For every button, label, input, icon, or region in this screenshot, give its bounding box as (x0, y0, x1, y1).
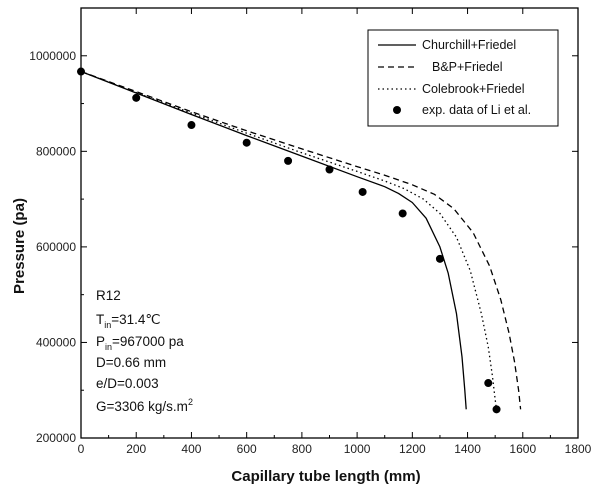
y-tick-label: 1000000 (29, 49, 76, 63)
annot-flux: G=3306 kg/s.m2 (96, 397, 193, 414)
y-tick-label: 400000 (36, 335, 76, 349)
annot-tin-main: T (96, 312, 104, 327)
series-layer (77, 67, 522, 414)
x-axis-title: Capillary tube length (mm) (231, 468, 420, 485)
x-tick-label: 1400 (454, 442, 481, 456)
annot-diameter: D=0.66 mm (96, 355, 166, 370)
legend-label-churchill: Churchill+Friedel (422, 38, 516, 52)
y-tick-label: 800000 (36, 144, 76, 158)
data-point-exp (77, 67, 85, 76)
annot-tin: Tin=31.4℃ (96, 312, 161, 330)
legend: Churchill+Friedel B&P+Friedel Colebrook+… (367, 29, 559, 127)
data-point-exp (398, 209, 407, 218)
x-tick-label: 400 (181, 442, 201, 456)
y-tick-label: 600000 (36, 240, 76, 254)
legend-label-exp: exp. data of Li et al. (422, 103, 531, 117)
legend-label-bp: B&P+Friedel (432, 60, 503, 74)
annot-pin: Pin=967000 pa (96, 334, 184, 352)
data-point-exp (358, 187, 367, 196)
data-point-exp (242, 138, 251, 147)
x-tick-label: 200 (126, 442, 146, 456)
data-point-exp (284, 156, 293, 165)
x-tick-label: 800 (292, 442, 312, 456)
annot-flux-main: G=3306 kg/s.m (96, 399, 188, 414)
annot-tin-value: =31.4℃ (111, 312, 160, 327)
annot-roughness: e/D=0.003 (96, 376, 159, 391)
y-axis-title: Pressure (pa) (11, 198, 28, 294)
annot-tin-sub: in (104, 320, 111, 330)
data-point-exp (325, 165, 334, 174)
annot-fluid: R12 (96, 288, 121, 303)
data-point-exp (484, 379, 493, 388)
annot-pin-value: =967000 pa (112, 334, 184, 349)
series-line-colebrook (80, 70, 498, 410)
series-line-churchill (80, 70, 467, 410)
x-tick-label: 1600 (509, 442, 536, 456)
legend-swatch-exp (393, 106, 401, 114)
x-tick-label: 600 (237, 442, 257, 456)
data-point-exp (187, 121, 196, 130)
x-tick-label: 1200 (399, 442, 426, 456)
annot-pin-sub: in (105, 342, 112, 352)
data-point-exp (435, 254, 444, 263)
annot-pin-main: P (96, 334, 105, 349)
x-tick-label: 1000 (344, 442, 371, 456)
legend-label-colebrook: Colebrook+Friedel (422, 82, 524, 96)
x-tick-label: 1800 (565, 442, 592, 456)
conditions-annotation: R12 Tin=31.4℃ Pin=967000 pa D=0.66 mm e/… (96, 288, 193, 414)
data-point-exp (132, 93, 141, 102)
x-tick-label: 0 (78, 442, 85, 456)
axis-ticks: 0 200 400 600 800 1000 1200 1400 1600 1800 200000 4… (29, 8, 592, 456)
y-tick-label: 200000 (36, 431, 76, 445)
annot-flux-sup: 2 (188, 397, 193, 407)
series-line-bp (80, 70, 522, 410)
data-point-exp (492, 405, 501, 414)
